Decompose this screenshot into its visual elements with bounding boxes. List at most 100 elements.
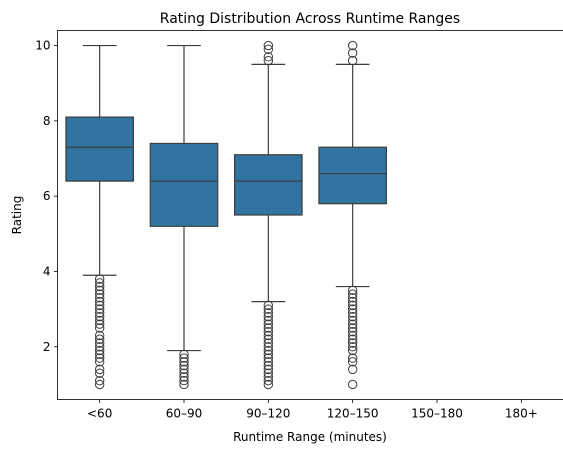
y-axis-label: Rating <box>10 196 24 235</box>
y-tick-label: 6 <box>43 189 51 203</box>
outlier-point <box>94 293 105 303</box>
outlier-point <box>94 300 105 311</box>
outlier-point <box>94 342 105 352</box>
outlier-point <box>94 364 105 375</box>
outlier-point <box>263 311 274 322</box>
x-axis-label: Runtime Range (minutes) <box>233 430 387 444</box>
outlier-point <box>263 364 274 375</box>
outlier-point <box>347 304 358 314</box>
outlier-point <box>94 278 105 288</box>
outlier-point <box>347 357 358 367</box>
outlier-point <box>263 300 274 311</box>
outlier-point <box>347 323 358 333</box>
x-tick-label: 60–90 <box>166 407 203 421</box>
outlier-point <box>263 323 274 333</box>
outlier-point <box>263 353 274 363</box>
outlier-point <box>94 319 105 329</box>
outlier-point <box>94 353 105 363</box>
outlier-point <box>94 357 105 367</box>
outlier-point <box>347 319 358 329</box>
outlier-point <box>347 311 358 322</box>
x-tick-label: 120–150 <box>327 407 379 421</box>
outlier-point <box>94 349 105 360</box>
y-tick-label: 4 <box>43 264 51 278</box>
outlier-point <box>263 349 274 360</box>
outlier-point <box>347 338 358 348</box>
outlier-point <box>263 319 274 329</box>
outlier-point <box>263 379 274 390</box>
y-tick-label: 10 <box>35 39 50 53</box>
plot-area <box>65 40 387 390</box>
outlier-point <box>94 281 105 292</box>
x-tick-label: 150–180 <box>411 407 463 421</box>
outlier-point <box>263 308 274 318</box>
outlier-point <box>347 364 358 375</box>
box-iqr <box>65 116 135 182</box>
x-tick-label: 180+ <box>505 407 538 421</box>
outlier-point <box>179 349 189 360</box>
outlier-point <box>347 293 358 303</box>
outlier-point <box>263 327 274 337</box>
outlier-point <box>94 285 105 296</box>
box-iqr <box>234 154 303 216</box>
box-iqr <box>318 146 387 205</box>
y-tick-label: 2 <box>43 340 51 354</box>
outlier-point <box>94 375 105 386</box>
outlier-point <box>94 368 105 378</box>
outlier-point <box>347 300 358 311</box>
plot-frame <box>57 30 563 400</box>
outlier-point <box>347 334 358 344</box>
outlier-point <box>179 360 189 371</box>
outlier-point <box>263 368 274 378</box>
outlier-point <box>347 327 358 337</box>
outlier-point <box>347 330 358 341</box>
outlier-point <box>263 375 274 386</box>
outlier-point <box>263 315 274 326</box>
outlier-point <box>263 44 274 55</box>
x-tick-label: <60 <box>87 407 112 421</box>
outlier-point <box>347 345 358 356</box>
outlier-point <box>263 304 274 314</box>
outlier-point <box>347 315 358 326</box>
outlier-point <box>179 379 189 390</box>
outlier-point <box>94 311 105 322</box>
outlier-point <box>94 334 105 344</box>
outlier-point <box>347 353 358 363</box>
outlier-point <box>347 48 358 58</box>
outlier-point <box>263 357 274 367</box>
chart-title: Rating Distribution Across Runtime Range… <box>160 11 460 27</box>
outlier-point <box>179 364 189 375</box>
outlier-point <box>347 285 358 296</box>
outlier-point <box>94 323 105 333</box>
outlier-point <box>94 296 105 307</box>
outlier-point <box>263 360 274 371</box>
outlier-point <box>263 40 274 51</box>
outlier-point <box>94 345 105 356</box>
outlier-point <box>179 375 189 386</box>
outlier-point <box>263 338 274 348</box>
outlier-point <box>263 372 274 382</box>
outlier-point <box>263 55 274 66</box>
outlier-point <box>179 368 189 378</box>
outlier-point <box>94 379 105 390</box>
outlier-point <box>263 345 274 356</box>
outlier-point <box>179 357 189 367</box>
outlier-point <box>347 40 358 51</box>
outlier-point <box>94 304 105 314</box>
box-iqr <box>149 142 219 227</box>
outlier-point <box>347 296 358 307</box>
outlier-point <box>94 338 105 348</box>
x-tick-label: 90–120 <box>246 407 290 421</box>
outlier-point <box>94 330 105 341</box>
y-tick-label: 8 <box>43 114 51 128</box>
outlier-point <box>94 315 105 326</box>
outlier-point <box>94 289 105 299</box>
outlier-point <box>263 342 274 352</box>
outlier-point <box>347 308 358 318</box>
outlier-point <box>347 289 358 299</box>
outlier-point <box>179 353 189 363</box>
outlier-point <box>263 330 274 341</box>
outlier-point <box>347 379 358 390</box>
outlier-point <box>347 342 358 352</box>
